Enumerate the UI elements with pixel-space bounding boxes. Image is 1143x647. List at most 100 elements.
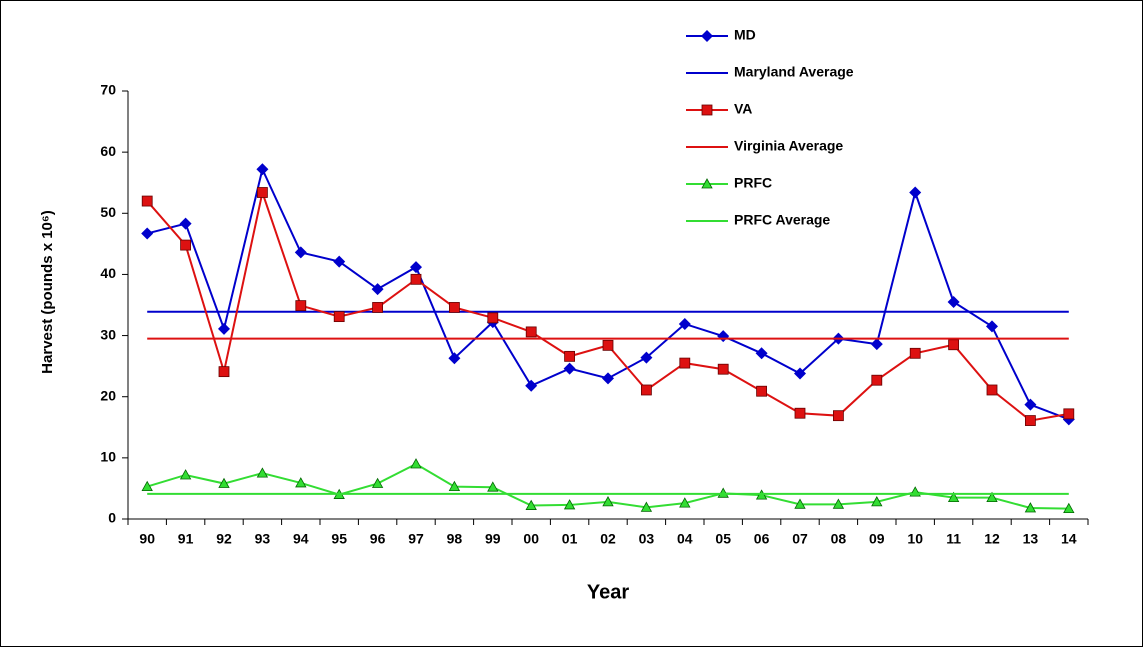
marker: [487, 312, 499, 324]
marker: [717, 487, 729, 498]
marker: [986, 491, 998, 503]
x-tick-label: 91: [178, 531, 194, 547]
marker: [218, 322, 230, 335]
marker: [218, 366, 230, 378]
marker: [525, 499, 537, 510]
marker: [1024, 502, 1037, 513]
marker: [218, 477, 230, 488]
marker: [602, 372, 614, 385]
marker: [948, 339, 959, 351]
y-tick-label: 50: [100, 204, 116, 220]
marker: [448, 302, 460, 313]
marker: [294, 246, 307, 259]
marker: [717, 363, 729, 375]
marker: [141, 195, 153, 207]
x-tick-label: 14: [1061, 531, 1077, 547]
y-tick-label: 0: [108, 510, 116, 526]
x-tick-label: 95: [331, 531, 347, 547]
marker: [525, 379, 538, 392]
marker: [333, 311, 345, 323]
marker: [256, 467, 269, 478]
marker: [794, 367, 806, 380]
marker: [602, 496, 614, 507]
marker: [640, 351, 653, 364]
x-tick-label: 12: [984, 531, 1000, 547]
marker: [1025, 415, 1036, 426]
marker: [372, 302, 384, 313]
marker: [1024, 398, 1037, 411]
legend-label: Virginia Average: [734, 138, 843, 154]
marker: [678, 317, 691, 330]
x-tick-label: 96: [370, 531, 386, 547]
x-tick-label: 92: [216, 531, 232, 547]
marker: [1063, 502, 1075, 514]
x-axis-title: Year: [587, 581, 629, 603]
y-axis-title: Harvest (pounds x 10⁶): [39, 210, 56, 374]
marker: [870, 338, 883, 351]
x-tick-label: 09: [869, 531, 885, 547]
x-tick-label: 11: [946, 531, 961, 547]
marker: [641, 384, 652, 396]
marker: [701, 30, 713, 42]
y-tick-label: 30: [100, 326, 116, 342]
marker: [564, 350, 575, 362]
x-tick-label: 05: [715, 531, 731, 547]
marker: [487, 481, 499, 492]
marker: [986, 320, 998, 333]
x-tick-label: 97: [408, 531, 424, 547]
marker: [833, 410, 844, 422]
marker: [640, 501, 653, 512]
x-tick-label: 07: [792, 531, 808, 547]
x-tick-label: 98: [447, 531, 463, 547]
x-tick-label: 94: [293, 531, 309, 547]
y-tick-label: 20: [100, 387, 116, 403]
marker: [679, 357, 691, 369]
marker: [1063, 408, 1075, 420]
x-tick-label: 01: [562, 531, 578, 547]
x-tick-label: 13: [1023, 531, 1039, 547]
marker: [871, 374, 883, 386]
x-tick-label: 06: [754, 531, 770, 547]
x-tick-label: 04: [677, 531, 693, 547]
x-tick-label: 02: [600, 531, 616, 547]
y-tick-label: 70: [100, 82, 116, 98]
marker: [701, 178, 713, 189]
marker: [256, 163, 269, 176]
marker: [179, 469, 192, 480]
x-tick-label: 08: [831, 531, 847, 547]
marker: [333, 255, 346, 268]
marker: [410, 261, 422, 274]
marker: [371, 283, 384, 296]
marker: [525, 326, 537, 338]
legend-label: VA: [734, 101, 752, 117]
marker: [755, 347, 768, 360]
marker: [794, 407, 806, 419]
marker: [947, 491, 960, 503]
y-tick-label: 10: [100, 449, 116, 465]
marker: [295, 477, 307, 488]
x-tick-label: 99: [485, 531, 501, 547]
marker: [832, 498, 845, 509]
marker: [179, 217, 192, 230]
x-tick-label: 03: [639, 531, 655, 547]
marker: [563, 362, 576, 375]
x-tick-label: 10: [907, 531, 923, 547]
marker: [410, 458, 422, 469]
marker: [909, 347, 921, 359]
marker: [756, 385, 767, 397]
marker: [180, 239, 192, 251]
marker: [794, 498, 806, 509]
legend-label: PRFC Average: [734, 212, 830, 228]
marker: [602, 339, 614, 351]
marker: [448, 352, 461, 365]
x-tick-label: 00: [523, 531, 539, 547]
marker: [679, 497, 691, 508]
marker: [909, 186, 922, 199]
legend-label: MD: [734, 27, 756, 43]
x-tick-label: 93: [255, 531, 271, 547]
marker: [947, 295, 960, 308]
y-tick-label: 60: [100, 143, 116, 159]
